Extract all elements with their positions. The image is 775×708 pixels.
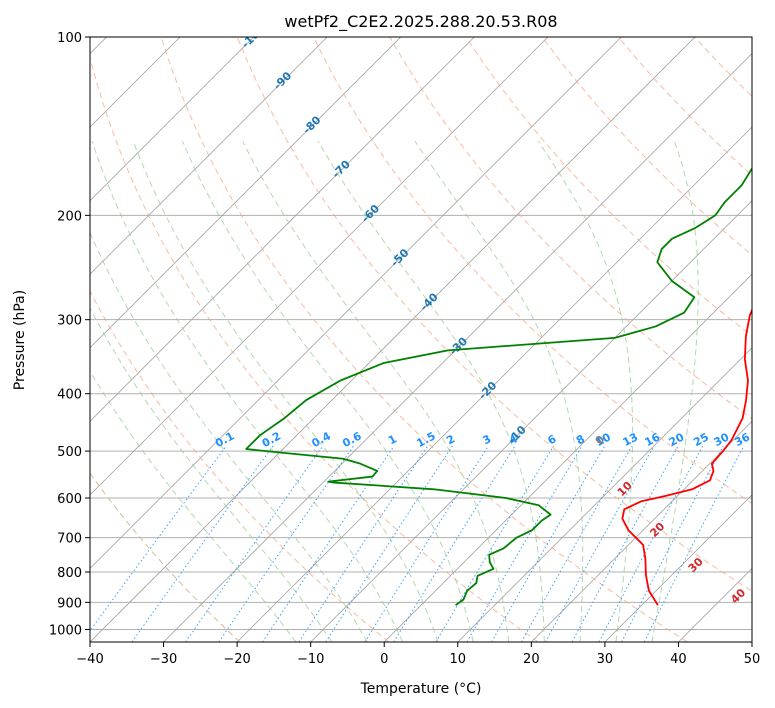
plot-area: [90, 37, 752, 642]
x-axis-label: Temperature (°C): [360, 681, 482, 697]
mixing-ratio-line-3: [364, 445, 489, 642]
dry-adiabats: [90, 37, 752, 642]
y-tick-label: 300: [57, 314, 82, 329]
mixing-ratio-lines: [90, 445, 745, 642]
mixing-ratio-line-0.4: [185, 445, 324, 642]
mixing-ratio-label: 20: [667, 430, 687, 449]
y-tick-label: 600: [57, 492, 82, 507]
x-tick-label: −20: [223, 652, 250, 667]
dry-adiabat-370: [389, 37, 752, 420]
isotherm--70: [90, 37, 475, 422]
dry-adiabat-290: [90, 55, 539, 642]
mixing-ratio-line-30: [621, 445, 724, 642]
isotherm-lines: [90, 37, 752, 642]
x-tick-label: 20: [523, 652, 540, 667]
mixing-ratio-label: 10: [593, 430, 613, 449]
mixing-ratio-line-8: [466, 445, 583, 642]
pressure-gridlines: [90, 37, 752, 630]
x-tick-label: 0: [380, 652, 388, 667]
isotherm--10: [310, 200, 752, 642]
moist-adiabats: [90, 141, 699, 642]
mixing-ratio-line-1.5: [298, 445, 429, 642]
isotherm--20: [236, 126, 752, 642]
mixing-ratio-line-0.6: [218, 445, 355, 642]
x-tick-label: −10: [297, 652, 324, 667]
y-tick-label: 1000: [49, 623, 82, 638]
moist-adiabat-15: [242, 141, 510, 642]
moist-adiabat-10: [182, 141, 474, 642]
isotherm--80: [90, 37, 402, 349]
mixing-ratio-line-6: [435, 445, 555, 642]
temperature-profile-line: [621, 307, 752, 606]
mixing-ratio-label: 25: [691, 430, 711, 449]
x-tick-label: 10: [450, 652, 467, 667]
dewpoint-profile-line: [245, 166, 752, 606]
dry-adiabat-390: [465, 37, 752, 337]
moist-adiabat-0: [91, 141, 404, 642]
isotherm--60: [90, 37, 549, 496]
moist-adiabat-20: [317, 141, 545, 642]
x-tick-label: 30: [597, 652, 614, 667]
y-tick-label: 400: [57, 388, 82, 403]
isotherm-10: [457, 347, 752, 642]
x-tick-label: 40: [670, 652, 687, 667]
sounding-profiles: [245, 166, 752, 606]
y-tick-label: 700: [57, 532, 82, 547]
dry-adiabat-270: [90, 290, 390, 642]
isotherm--90: [90, 37, 328, 275]
moist-adiabat-25: [414, 141, 584, 642]
moist-adiabat-5: [132, 141, 439, 642]
isotherm--50: [90, 37, 622, 570]
moist-adiabat--15: [90, 370, 297, 642]
moist-adiabat-35: [651, 141, 699, 642]
x-tick-label: 50: [744, 652, 761, 667]
isotherm--40: [90, 37, 696, 642]
chart-title: wetPf2_C2E2.2025.288.20.53.R08: [284, 12, 557, 32]
moist-adiabat--10: [90, 307, 333, 642]
mixing-ratio-label: 36: [732, 430, 752, 449]
plot-frame: [89, 36, 753, 643]
isotherm--100: [90, 37, 254, 202]
x-tick-label: −40: [76, 652, 103, 667]
isotherm--30: [163, 52, 752, 642]
y-tick-label: 200: [57, 209, 82, 224]
isotherm-20: [531, 420, 752, 642]
mixing-ratio-label: 30: [712, 430, 732, 449]
mixing-ratio-label: 16: [643, 430, 663, 449]
mixing-ratio-line-16: [545, 445, 655, 642]
mixing-ratio-line-13: [521, 445, 633, 642]
y-axis-label: Pressure (hPa): [12, 290, 28, 390]
dry-adiabat-250: [90, 472, 241, 642]
x-tick-label: −30: [150, 652, 177, 667]
mixing-ratio-line-2: [325, 445, 453, 642]
mixing-ratio-line-36: [643, 445, 745, 642]
dry-adiabat-310: [160, 37, 688, 642]
y-tick-label: 100: [57, 31, 82, 46]
mixing-ratio-line-0.2: [131, 445, 274, 642]
isotherm-30: [604, 494, 752, 642]
y-tick-label: 800: [57, 566, 82, 581]
mixing-ratio-line-4: [393, 445, 516, 642]
isotherm-0: [383, 273, 752, 642]
dry-adiabat-330: [236, 37, 752, 592]
mixing-ratio-line-1: [262, 445, 395, 642]
y-tick-label: 900: [57, 596, 82, 611]
axes: −40 −30 −20 −10 0 10 20 30 40 50 100 200 300 400 500 60…: [49, 31, 760, 667]
mixing-ratio-label: 13: [621, 430, 641, 449]
dry-adiabat-350: [313, 37, 752, 505]
y-tick-label: 500: [57, 445, 82, 460]
moist-adiabat-30: [537, 141, 634, 642]
